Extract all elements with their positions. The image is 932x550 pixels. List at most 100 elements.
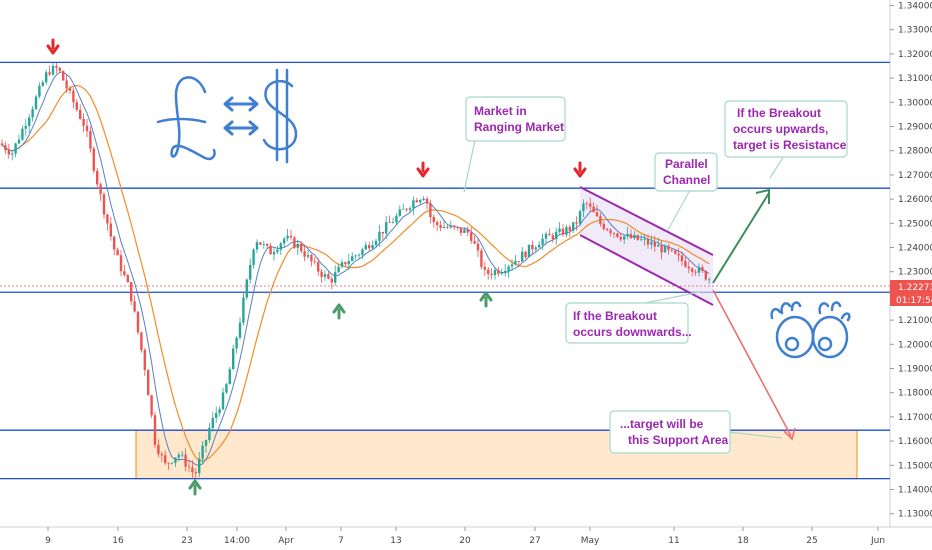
candle-body	[436, 222, 439, 226]
candle-body	[480, 250, 483, 267]
candle-body	[612, 232, 616, 234]
candle-body	[646, 239, 650, 245]
x-tick-label: 20	[459, 536, 471, 546]
moving-average-slow	[1, 84, 710, 462]
candle-body	[701, 267, 704, 271]
candle-body	[337, 266, 340, 273]
candle-body	[415, 200, 418, 203]
candle-body	[483, 266, 486, 270]
callout-breakout-up: If the Breakout occurs upwards, target i…	[724, 100, 848, 179]
y-tick-label: 1.23000	[898, 268, 932, 278]
candle-body	[381, 231, 384, 234]
candle-body	[283, 238, 286, 244]
candle-body	[102, 194, 106, 215]
candle-body	[344, 262, 347, 265]
candle-body	[286, 235, 289, 239]
candle-body	[391, 222, 395, 224]
candle-body	[92, 148, 95, 171]
candle-body	[534, 247, 537, 250]
price-axis[interactable]	[890, 0, 932, 550]
candle-body	[527, 244, 531, 258]
candle-body	[493, 270, 497, 276]
double-arrow-icon	[223, 96, 259, 136]
candle-body	[72, 90, 75, 103]
candle-body	[34, 96, 38, 110]
candle-body	[228, 369, 231, 385]
candle-body	[653, 241, 656, 247]
candle-body	[619, 236, 622, 240]
candle-body	[21, 128, 24, 140]
x-tick-label: 16	[112, 536, 124, 546]
candle-body	[272, 252, 276, 255]
candle-body	[538, 244, 541, 248]
callout-target-line1: ...target will be	[620, 417, 704, 431]
y-tick-label: 1.28000	[898, 147, 932, 157]
candle-body	[408, 208, 412, 210]
candle-body	[374, 240, 378, 245]
candle-body	[4, 145, 7, 151]
candle-body	[609, 230, 612, 233]
x-tick-label: Jun	[870, 536, 885, 546]
candle-body	[157, 444, 160, 455]
candle-body	[551, 235, 554, 240]
candle-body	[296, 243, 299, 248]
candle-body	[99, 184, 102, 195]
callout-ranging-market: Market in Ranging Market	[463, 96, 566, 193]
candle-body	[266, 244, 269, 246]
moving-average-fast	[1, 71, 710, 466]
y-tick-label: 1.33000	[898, 26, 932, 36]
y-tick-label: 1.34000	[898, 2, 932, 12]
y-tick-label: 1.18000	[898, 389, 932, 399]
candle-body	[269, 245, 272, 255]
callout-ranging-line1: Market in	[474, 104, 527, 118]
candle-body	[204, 440, 208, 446]
y-tick-label: 1.31000	[898, 74, 932, 84]
x-tick-label: 18	[737, 536, 749, 546]
candle-body	[541, 238, 544, 245]
candle-body	[327, 274, 330, 279]
callout-down-line1: If the Breakout	[573, 309, 657, 323]
candle-body	[585, 203, 588, 205]
candle-body	[262, 244, 265, 245]
candle-body	[684, 261, 687, 267]
candle-body	[194, 472, 197, 474]
candle-body	[235, 337, 238, 349]
support-zone	[135, 429, 858, 480]
candle-body	[660, 244, 663, 253]
candle-body	[385, 222, 388, 234]
candle-body	[558, 228, 561, 232]
y-tick-label: 1.19000	[898, 365, 932, 375]
x-tick-label: 25	[806, 536, 817, 546]
candle-body	[150, 395, 153, 416]
candle-body	[592, 206, 595, 213]
candle-body	[62, 70, 65, 81]
candle-body	[470, 232, 473, 241]
candle-body	[187, 466, 191, 468]
x-tick-label: Apr	[278, 536, 294, 546]
candle-body	[419, 200, 422, 203]
candle-body	[184, 454, 187, 467]
candle-body	[402, 208, 405, 210]
candle-body	[555, 231, 558, 240]
candle-body	[170, 462, 174, 464]
candle-body	[405, 208, 408, 210]
candle-body	[548, 233, 551, 236]
candle-body	[153, 415, 157, 445]
candle-body	[500, 272, 503, 274]
callout-target-support: ...target will be this Support Area	[609, 410, 783, 454]
candle-body	[575, 222, 578, 224]
y-tick-label: 1.14000	[898, 486, 932, 496]
candle-body	[24, 125, 27, 129]
candle-body	[674, 250, 677, 254]
candle-body	[140, 332, 143, 351]
dollar-sign-icon	[262, 68, 298, 164]
candle-body	[425, 198, 429, 204]
candle-body	[667, 245, 670, 250]
candle-body	[521, 251, 524, 262]
candle-body	[177, 454, 180, 458]
candle-body	[446, 226, 449, 228]
candle-body	[347, 261, 350, 265]
candle-body	[364, 245, 367, 250]
gbp-usd-doodle	[156, 68, 298, 164]
